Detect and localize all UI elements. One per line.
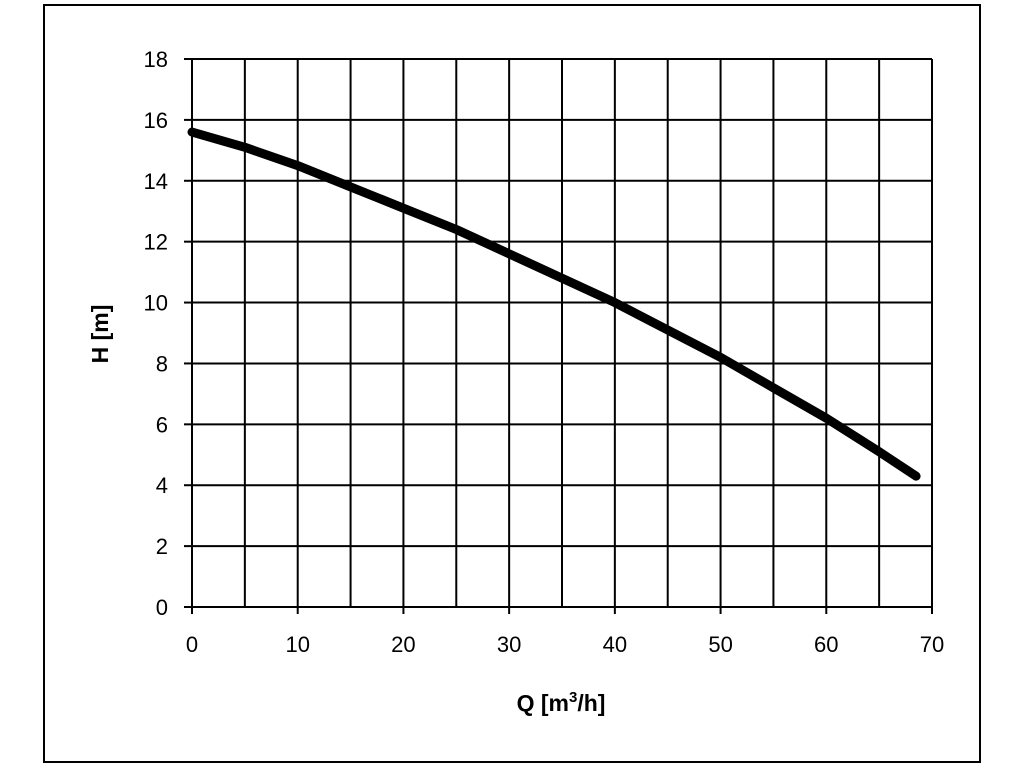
- y-tick-label: 10: [144, 291, 168, 316]
- x-tick-label: 40: [603, 632, 627, 657]
- grid: [191, 58, 933, 608]
- y-tick-label: 2: [156, 534, 168, 559]
- y-tick-label: 4: [156, 473, 168, 498]
- tick-labels: 0 10 20 30 40 50 60 70 0 2 4 6 8 10 12 14 16 18: [144, 47, 945, 657]
- x-tick-label: 30: [497, 632, 521, 657]
- y-tick-label: 0: [156, 595, 168, 620]
- x-tick-label: 10: [285, 632, 309, 657]
- x-tick-label: 60: [814, 632, 838, 657]
- x-tick-label: 70: [920, 632, 944, 657]
- x-tick-label: 0: [186, 632, 198, 657]
- series-line: [187, 127, 921, 481]
- y-tick-label: 14: [144, 169, 168, 194]
- series-layer: [187, 127, 921, 481]
- y-axis-title: H [m]: [87, 305, 113, 364]
- y-tick-label: 16: [144, 108, 168, 133]
- y-tick-label: 12: [144, 230, 168, 255]
- x-tick-label: 50: [708, 632, 732, 657]
- ticks: [184, 58, 933, 614]
- x-tick-label: 20: [391, 632, 415, 657]
- y-tick-label: 8: [156, 351, 168, 376]
- y-tick-label: 18: [144, 47, 168, 72]
- y-tick-label: 6: [156, 412, 168, 437]
- x-axis-title: Q [m3/h]: [517, 689, 606, 716]
